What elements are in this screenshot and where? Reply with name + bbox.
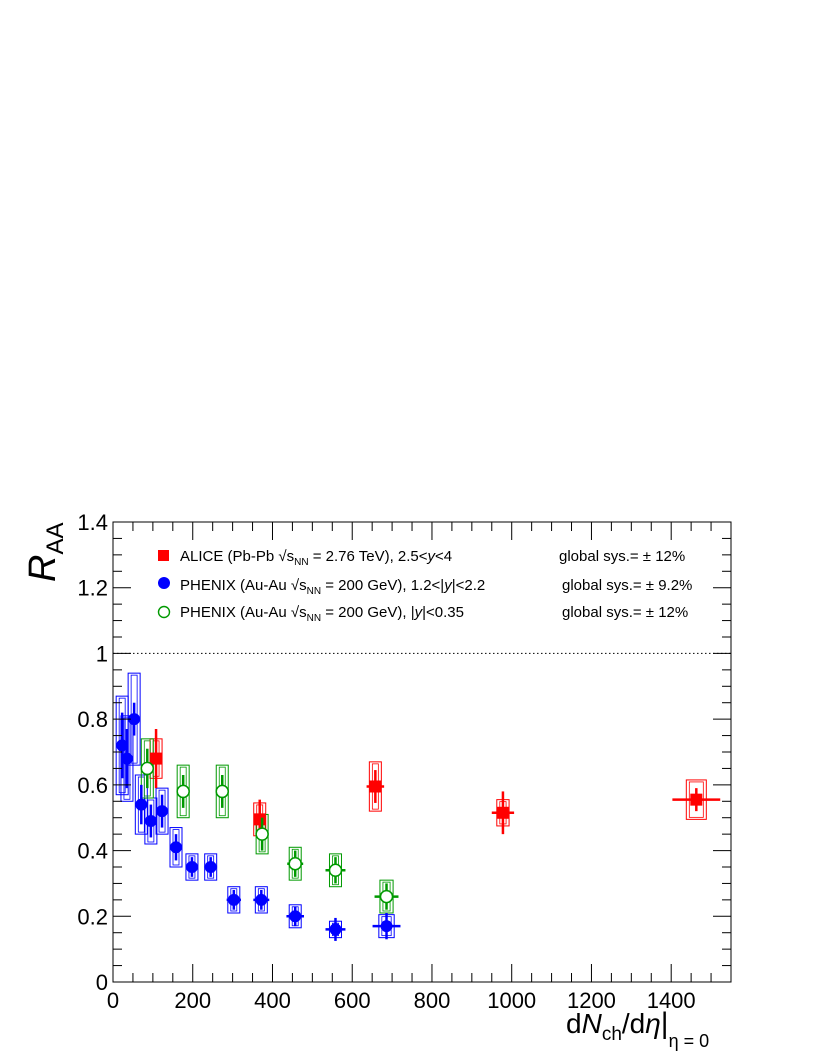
legend-entry-alice: ALICE (Pb-Pb √sNN = 2.76 TeV), 2.5<y<4: [180, 548, 452, 568]
x-tick-label: 1400: [647, 988, 696, 1013]
phenix-forward-point: [185, 861, 198, 873]
x-axis-title: dNch/dη|η = 0: [566, 1007, 709, 1051]
phenix-mid-point: [215, 784, 229, 799]
legend-global-sys-phenix-forward: global sys.= ± 9.2%: [562, 577, 692, 594]
y-tick-label: 0.2: [77, 904, 108, 929]
phenix-mid-point: [288, 856, 302, 871]
phenix-forward-point: [329, 923, 342, 936]
y-axis-title: RAA: [22, 523, 69, 582]
phenix-forward-point: [120, 752, 133, 765]
x-tick-label: 0: [107, 988, 119, 1013]
legend: ALICE (Pb-Pb √sNN = 2.76 TeV), 2.5<y<4 P…: [157, 548, 692, 624]
y-tick-label: 0.4: [77, 839, 108, 864]
legend-marker-phenix-forward: [158, 577, 170, 589]
x-tick-label: 200: [174, 988, 211, 1013]
y-tick-label: 1.2: [77, 576, 108, 601]
alice-point: [253, 813, 266, 826]
phenix-forward-point: [227, 893, 240, 906]
legend-marker-alice: [158, 550, 169, 561]
phenix-forward-point: [116, 739, 129, 752]
legend-global-sys-alice: global sys.= ± 12%: [559, 548, 685, 565]
phenix-forward-point: [289, 910, 302, 923]
phenix-forward-point: [255, 893, 268, 906]
x-tick-label: 1000: [487, 988, 536, 1013]
phenix-mid-point: [379, 889, 394, 904]
phenix-forward-point: [169, 841, 182, 854]
alice-point: [150, 752, 163, 765]
y-tick-label: 0.8: [77, 707, 108, 732]
phenix-forward-point: [128, 713, 141, 726]
legend-marker-phenix-mid: [157, 605, 171, 619]
x-tick-label: 800: [414, 988, 451, 1013]
y-tick-label: 1.4: [77, 510, 108, 535]
alice-point: [690, 793, 703, 806]
phenix-forward-point: [156, 805, 169, 818]
phenix-forward-point: [204, 861, 217, 873]
phenix-mid-point: [176, 784, 190, 799]
phenix-forward-point: [380, 920, 393, 933]
phenix-forward-point: [135, 798, 148, 811]
y-tick-label: 0.6: [77, 773, 108, 798]
phenix-mid-point: [255, 827, 269, 841]
legend-entry-phenix-mid: PHENIX (Au-Au √sNN = 200 GeV), |y|<0.35: [180, 604, 464, 624]
y-tick-label: 0: [96, 970, 108, 995]
alice-point: [496, 806, 509, 819]
phenix-forward-point: [144, 815, 157, 827]
x-tick-label: 400: [254, 988, 291, 1013]
phenix-mid-point: [140, 761, 155, 776]
x-tick-label: 1200: [567, 988, 616, 1013]
y-tick-label: 1: [96, 641, 108, 666]
legend-entry-phenix-forward: PHENIX (Au-Au √sNN = 200 GeV), 1.2<|y|<2…: [180, 577, 485, 597]
alice-point: [369, 780, 382, 793]
legend-global-sys-phenix-mid: global sys.= ± 12%: [562, 604, 688, 621]
phenix-mid-point: [328, 863, 343, 878]
x-tick-label: 600: [334, 988, 371, 1013]
